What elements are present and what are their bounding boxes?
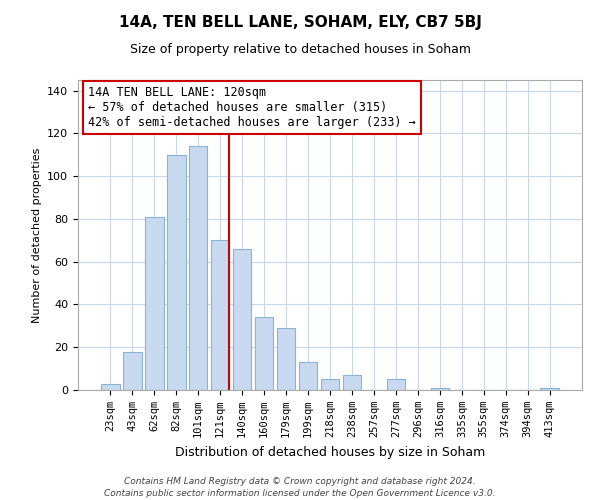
Bar [233,249,251,390]
X-axis label: Distribution of detached houses by size in Soham: Distribution of detached houses by size … [175,446,485,458]
Bar [189,146,208,390]
Bar [541,388,559,390]
Bar [431,388,449,390]
Text: 14A TEN BELL LANE: 120sqm
← 57% of detached houses are smaller (315)
42% of semi: 14A TEN BELL LANE: 120sqm ← 57% of detac… [88,86,416,129]
Bar [320,380,340,390]
Bar [299,362,317,390]
Text: 14A, TEN BELL LANE, SOHAM, ELY, CB7 5BJ: 14A, TEN BELL LANE, SOHAM, ELY, CB7 5BJ [119,15,481,30]
Bar [123,352,142,390]
Bar [343,375,361,390]
Bar [255,318,274,390]
Bar [167,155,185,390]
Bar [145,217,164,390]
Bar [211,240,229,390]
Y-axis label: Number of detached properties: Number of detached properties [32,148,41,322]
Text: Size of property relative to detached houses in Soham: Size of property relative to detached ho… [130,42,470,56]
Bar [277,328,295,390]
Bar [101,384,119,390]
Bar [386,380,405,390]
Text: Contains HM Land Registry data © Crown copyright and database right 2024.
Contai: Contains HM Land Registry data © Crown c… [104,476,496,498]
